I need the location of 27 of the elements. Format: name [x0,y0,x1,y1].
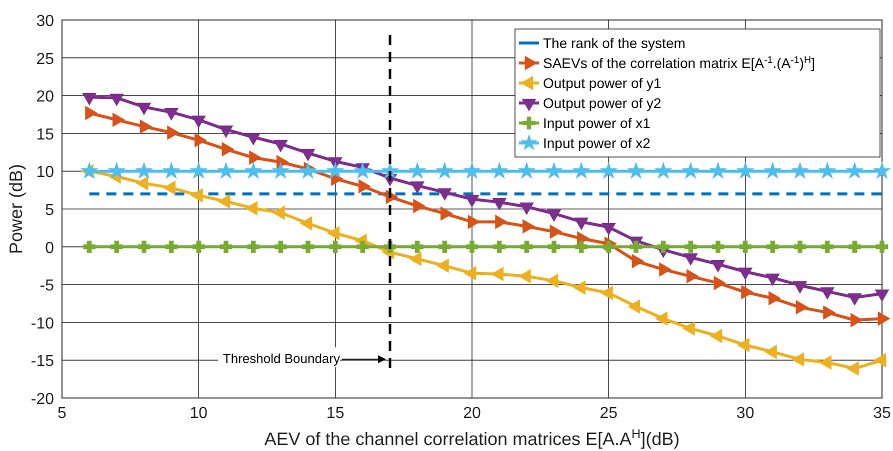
x-tick-label: 5 [58,405,67,422]
y-tick-label: -5 [40,278,54,295]
y-tick-label: 0 [45,240,54,257]
y-tick-label: 25 [36,50,54,68]
legend-label: The rank of the system [543,35,686,51]
x-tick-label: 20 [463,405,481,422]
legend-label: SAEVs of the correlation matrix E[A$^{-1}$.(A$^{-1}$)$^{H}$] [543,54,815,71]
y-tick-label: 20 [36,88,54,106]
x-tick-label: 25 [600,405,618,422]
legend-label: Output power of y2 [543,95,662,111]
y-tick-label: -15 [30,353,54,370]
ref-line-label: Threshold Boundary [222,351,340,366]
x-tick-label: 15 [326,405,344,422]
y-tick-label: -10 [30,315,54,332]
y-tick-label: 10 [36,164,54,182]
legend-label: Input power of x1 [543,115,651,131]
y-tick-label: 15 [36,126,54,144]
x-axis-title: AEV of the channel correlation matrices E[A.A$^{H}$](dB) [264,427,680,449]
x-tick-label: 10 [190,405,208,422]
legend-label: Output power of y1 [543,75,662,91]
y-tick-label: 5 [45,202,54,219]
legend-label: Input power of x2 [543,135,651,151]
x-tick-label: 35 [873,405,891,422]
y-axis-title: Power (dB) [6,164,26,254]
y-tick-label: -20 [30,391,54,408]
x-tick-label: 30 [736,405,754,422]
y-tick-label: 30 [36,13,54,30]
